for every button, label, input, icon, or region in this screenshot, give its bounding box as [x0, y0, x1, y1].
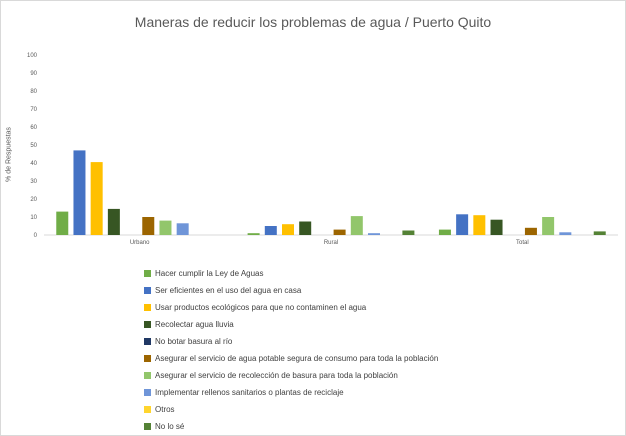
legend-label: Asegurar el servicio de recolección de b…: [155, 371, 398, 380]
legend-swatch: [144, 304, 151, 311]
bar: [107, 208, 120, 235]
bar: [264, 226, 277, 235]
legend-label: Implementar rellenos sanitarios o planta…: [155, 388, 344, 397]
x-tick-label: Urbano: [130, 240, 150, 246]
bar: [159, 220, 172, 235]
legend-item: Recolectar agua lluvia: [144, 316, 604, 333]
y-tick-label: 0: [34, 233, 38, 239]
legend-swatch: [144, 406, 151, 413]
y-tick-label: 20: [30, 197, 37, 203]
legend-item: Usar productos ecológicos para que no co…: [144, 299, 604, 316]
bar: [73, 150, 86, 235]
y-tick-label: 100: [27, 53, 38, 59]
legend-item: Asegurar el servicio de recolección de b…: [144, 367, 604, 384]
legend-label: Ser eficientes en el uso del agua en cas…: [155, 286, 302, 295]
bar: [56, 211, 69, 235]
y-tick-label: 10: [30, 215, 37, 221]
legend-item: Otros: [144, 401, 604, 418]
bar: [402, 230, 415, 235]
bar: [142, 217, 155, 235]
legend-label: No botar basura al río: [155, 337, 233, 346]
y-tick-label: 80: [30, 89, 37, 95]
y-tick-label: 70: [30, 107, 37, 113]
legend-label: Asegurar el servicio de agua potable seg…: [155, 354, 439, 363]
legend-item: No lo sé: [144, 418, 604, 435]
legend-swatch: [144, 287, 151, 294]
legend-item: Ser eficientes en el uso del agua en cas…: [144, 282, 604, 299]
legend-item: No botar basura al río: [144, 333, 604, 350]
legend-swatch: [144, 321, 151, 328]
x-tick-label: Total: [516, 240, 529, 246]
bar: [438, 229, 451, 235]
bar: [473, 215, 486, 235]
legend-swatch: [144, 338, 151, 345]
y-tick-label: 90: [30, 71, 37, 77]
bar: [593, 231, 606, 235]
legend-item: Hacer cumplir la Ley de Aguas: [144, 265, 604, 282]
bar: [350, 216, 363, 235]
bar: [524, 227, 537, 235]
bar: [282, 224, 294, 235]
legend-swatch: [144, 372, 151, 379]
bar: [247, 233, 260, 235]
legend-label: Usar productos ecológicos para que no co…: [155, 303, 367, 312]
bar: [542, 217, 555, 235]
y-tick-label: 50: [30, 143, 37, 149]
y-tick-label: 40: [30, 161, 37, 167]
legend-swatch: [144, 355, 151, 362]
legend-label: No lo sé: [155, 422, 185, 431]
x-tick-label: Rural: [324, 240, 338, 246]
bar: [559, 232, 572, 235]
bar: [490, 219, 503, 235]
bar: [456, 214, 469, 235]
bar: [368, 233, 380, 235]
legend-label: Otros: [155, 405, 175, 414]
legend-swatch: [144, 423, 151, 430]
bar: [176, 223, 189, 235]
y-tick-label: 60: [30, 125, 37, 131]
legend-item: Implementar rellenos sanitarios o planta…: [144, 384, 604, 401]
bar: [333, 229, 346, 235]
bar: [90, 162, 103, 235]
legend: Hacer cumplir la Ley de Aguas Ser eficien…: [144, 265, 604, 435]
legend-swatch: [144, 389, 151, 396]
y-tick-label: 30: [30, 179, 37, 185]
chart-title: Maneras de reducir los problemas de agua…: [134, 14, 492, 30]
legend-item: Asegurar el servicio de agua potable seg…: [144, 350, 604, 367]
legend-label: Hacer cumplir la Ley de Aguas: [155, 269, 264, 278]
bar: [299, 221, 312, 235]
legend-label: Recolectar agua lluvia: [155, 320, 234, 329]
legend-swatch: [144, 270, 151, 277]
